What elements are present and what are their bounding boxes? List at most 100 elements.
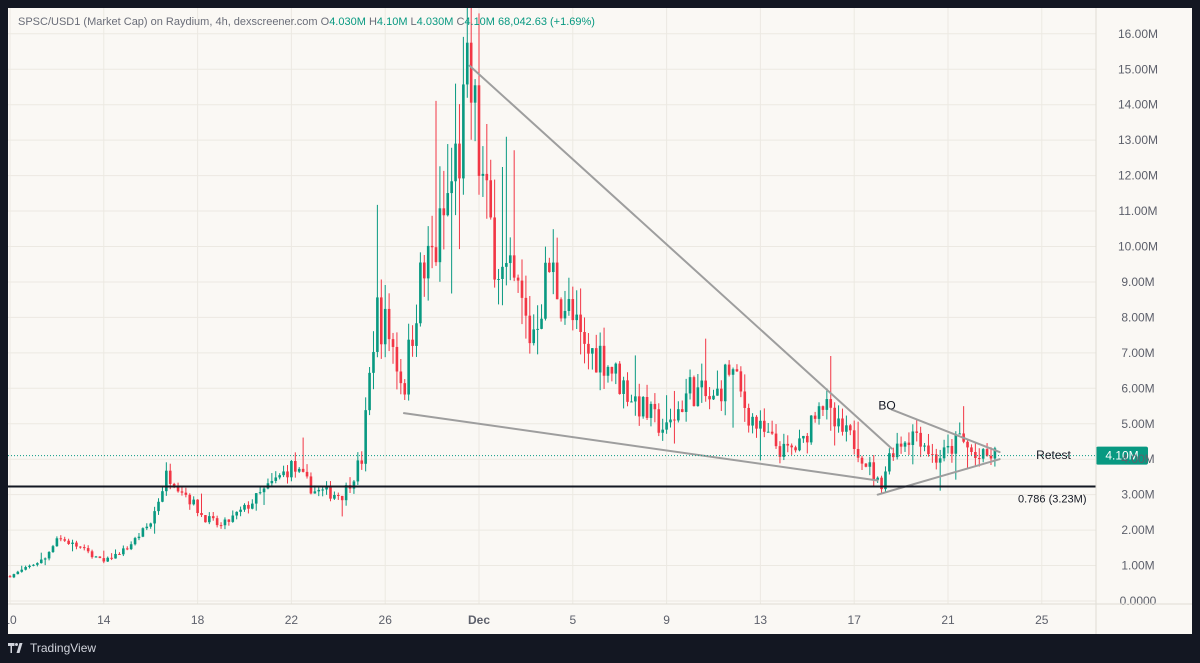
candle-body: [403, 383, 407, 395]
candle-body: [454, 143, 457, 182]
candle-body: [282, 471, 285, 476]
y-tick-label: 7.00M: [1121, 346, 1154, 360]
candle-body: [993, 448, 997, 459]
x-tick-label: 18: [191, 613, 205, 627]
candle-body: [723, 364, 727, 402]
candle-body: [860, 457, 864, 464]
candle-body: [591, 348, 594, 354]
candle-body: [462, 84, 465, 179]
candle-body: [227, 519, 231, 522]
candle-body: [477, 85, 481, 176]
candle-body: [376, 297, 379, 352]
candle-body: [352, 481, 356, 489]
candle-body: [71, 542, 74, 544]
axes: 16.00M 15.00M 14.00M 13.00M 12.00M 11.00M 10.0…: [8, 8, 1192, 634]
candle-body: [415, 323, 418, 346]
candle-body: [63, 539, 67, 541]
candle-body: [122, 548, 125, 555]
candle-body: [540, 318, 543, 329]
candle-body: [524, 297, 528, 316]
annotation-label: Retest: [1036, 448, 1071, 462]
candle-body: [512, 255, 516, 278]
candle-body: [114, 553, 117, 559]
candle-body: [82, 547, 86, 549]
candle-body: [55, 538, 59, 547]
candle-body: [809, 415, 813, 443]
candle-body: [786, 443, 790, 446]
y-tick-label: 5.00M: [1121, 417, 1154, 431]
candle-body: [184, 492, 188, 495]
candle-body: [626, 380, 629, 402]
candle-body: [684, 393, 688, 412]
candle-body: [946, 445, 950, 448]
candle-body: [942, 447, 946, 459]
candle-body: [98, 556, 102, 559]
x-tick-label: 22: [285, 613, 299, 627]
symbol-title: SPSC/USD1 (Market Cap) on Raydium, 4h, d…: [18, 16, 318, 28]
candle-body: [481, 173, 485, 176]
candle-body: [848, 425, 852, 431]
candle-body: [587, 343, 590, 354]
candle-body: [239, 509, 242, 512]
change-value: 68,042.63 (+1.69%): [498, 16, 595, 28]
candle-body: [317, 489, 321, 492]
candle-body: [766, 431, 770, 433]
candle-body: [442, 208, 446, 216]
candle-body: [329, 486, 332, 499]
candle-body: [532, 329, 536, 344]
candle-body: [493, 217, 496, 280]
candle-body: [825, 399, 829, 410]
tradingview-logo-icon[interactable]: [8, 643, 24, 653]
candle-body: [465, 42, 469, 85]
candle-body: [708, 396, 711, 400]
trendlines: 0.786 (3.23M) 4.10M BO Retest: [8, 64, 1148, 505]
candle-body: [290, 461, 293, 478]
candle-body: [51, 546, 55, 553]
candle-body: [106, 557, 110, 562]
candle-body: [153, 511, 156, 524]
candle-body: [567, 299, 571, 311]
candle-body: [325, 486, 328, 490]
candle-body: [125, 548, 129, 550]
candle-body: [528, 315, 532, 344]
candle-body: [379, 297, 383, 345]
candle-body: [794, 447, 797, 451]
candle-body: [188, 494, 192, 505]
candle-body: [989, 455, 993, 459]
candle-body: [751, 416, 754, 426]
candle-body: [356, 460, 360, 482]
candle-body: [743, 391, 747, 408]
candle-body: [884, 471, 887, 490]
candle-body: [774, 433, 778, 447]
candle-body: [813, 415, 817, 419]
candle-body: [86, 548, 90, 552]
candle-body: [555, 262, 559, 300]
candle-body: [575, 314, 579, 321]
candle-body: [247, 504, 250, 509]
candle-body: [845, 425, 848, 432]
candle-body: [739, 371, 743, 392]
candle-body: [399, 371, 403, 384]
tradingview-brand[interactable]: TradingView: [30, 641, 97, 655]
annotation-label: BO: [878, 399, 895, 413]
y-tick-label: 10.00M: [1118, 240, 1158, 254]
x-tick-label: 25: [1035, 613, 1049, 627]
candle-body: [876, 477, 879, 480]
candle-body: [508, 255, 512, 264]
candle-body: [485, 173, 489, 181]
candle-body: [469, 42, 473, 103]
candle-body: [251, 503, 254, 509]
candle-body: [790, 445, 793, 448]
candle-body: [411, 339, 414, 346]
candle-body: [548, 262, 551, 273]
candle-body: [829, 399, 833, 408]
candle-body: [270, 480, 274, 484]
candle-body: [720, 388, 723, 402]
candle-body: [505, 263, 508, 267]
candles: [8, 8, 997, 579]
high-label: H: [368, 16, 377, 28]
chart-frame: 0.786 (3.23M) 4.10M BO Retest 16.00M 15.00M 1…: [8, 8, 1192, 634]
y-tick-label: 4.00M: [1121, 452, 1154, 466]
y-tick-label: 3.00M: [1121, 488, 1154, 502]
